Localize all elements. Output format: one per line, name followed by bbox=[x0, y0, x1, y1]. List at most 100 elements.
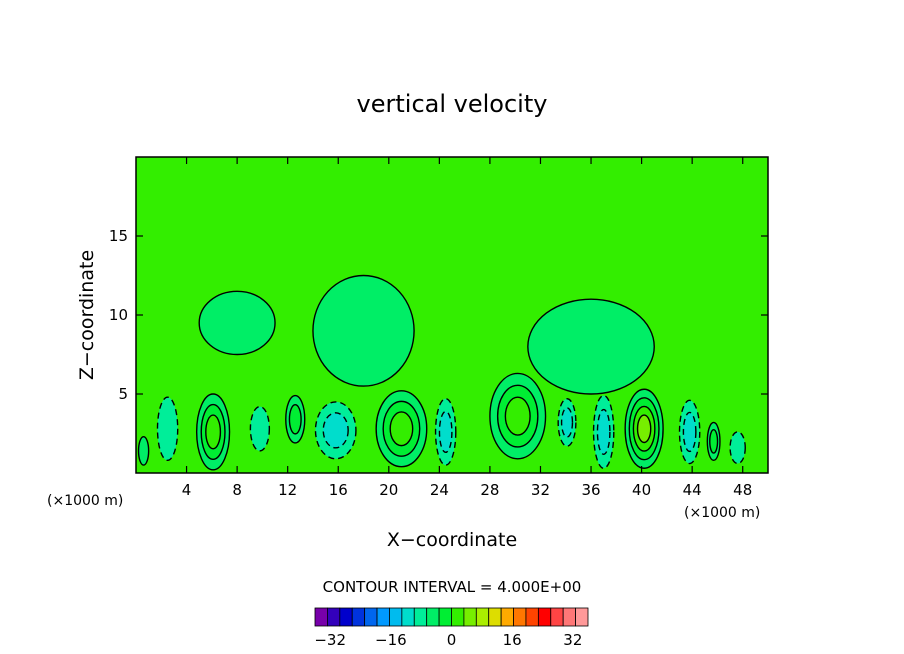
contour-line bbox=[678, 399, 701, 465]
contour-line bbox=[285, 394, 306, 444]
colorbar-swatch bbox=[426, 607, 440, 627]
colorbar-swatch bbox=[401, 607, 415, 627]
contour-line bbox=[195, 393, 231, 471]
contour-line bbox=[624, 388, 664, 469]
contour-line bbox=[557, 398, 577, 447]
contour-line bbox=[496, 384, 539, 448]
contour-cell bbox=[312, 275, 415, 387]
contour-line bbox=[198, 290, 276, 356]
colorbar-swatch bbox=[451, 607, 465, 627]
colorbar-tick-label: 0 bbox=[447, 631, 457, 649]
contour-cell bbox=[157, 397, 178, 461]
contour-line bbox=[137, 435, 150, 466]
colorbar-tick-label: 16 bbox=[503, 631, 522, 649]
contour-cell bbox=[289, 404, 302, 434]
x-tick-label: 28 bbox=[480, 481, 499, 499]
colorbar-swatch bbox=[327, 607, 341, 627]
colorbar-swatch bbox=[351, 607, 366, 627]
contour-line bbox=[389, 411, 414, 447]
colorbar-swatch bbox=[525, 607, 539, 627]
contour-line bbox=[322, 412, 349, 449]
colorbar-swatch bbox=[376, 607, 390, 627]
contour-line bbox=[489, 372, 547, 460]
contour-line bbox=[729, 431, 746, 465]
chart-title: vertical velocity bbox=[357, 90, 548, 118]
x-tick-label: 20 bbox=[379, 481, 398, 499]
colorbar-swatch bbox=[389, 607, 403, 627]
colorbar-swatch bbox=[314, 607, 328, 627]
colorbar-tick-label: 32 bbox=[563, 631, 582, 649]
contour-cell bbox=[205, 415, 221, 449]
contour-cell bbox=[730, 431, 746, 464]
contour-cell bbox=[138, 436, 149, 466]
x-tick-label: 24 bbox=[430, 481, 449, 499]
contour-cell bbox=[323, 412, 349, 448]
x-tick-label: 8 bbox=[232, 481, 242, 499]
contour-line bbox=[560, 407, 574, 438]
colorbar-swatch bbox=[537, 607, 552, 627]
contour-line bbox=[527, 298, 655, 395]
x-unit-left: (×1000 m) bbox=[47, 493, 123, 509]
colorbar-swatch bbox=[339, 607, 353, 627]
colorbar-swatch bbox=[500, 607, 514, 627]
colorbar-swatch bbox=[562, 607, 576, 627]
y-tick-label: 15 bbox=[109, 227, 128, 245]
contour-line bbox=[205, 414, 222, 450]
contour-line bbox=[628, 397, 660, 461]
contour-line bbox=[314, 401, 357, 460]
colorbar-tick-label: −16 bbox=[375, 631, 407, 649]
contour-cell bbox=[390, 411, 413, 446]
x-tick-label: 36 bbox=[581, 481, 600, 499]
contour-cell bbox=[597, 409, 610, 455]
x-tick-label: 48 bbox=[733, 481, 752, 499]
colorbar-swatch bbox=[364, 607, 378, 627]
contour-line bbox=[709, 429, 719, 454]
contour-cell bbox=[250, 406, 270, 451]
colorbar: −32 −16 0 16 32 bbox=[314, 607, 589, 649]
y-axis-label: Z−coordinate bbox=[76, 250, 98, 380]
colorbar-swatch bbox=[463, 607, 477, 627]
colorbar-swatch bbox=[513, 607, 527, 627]
contour-line bbox=[200, 403, 226, 461]
plot-area bbox=[135, 156, 769, 474]
contour-cell bbox=[709, 429, 718, 454]
contour-line bbox=[375, 390, 428, 468]
contour-line bbox=[706, 421, 721, 462]
colorbar-swatch bbox=[475, 607, 490, 627]
colorbar-swatch bbox=[413, 607, 428, 627]
y-tick-label: 5 bbox=[118, 385, 128, 403]
colorbar-swatch bbox=[550, 607, 564, 627]
contour-line bbox=[504, 396, 531, 436]
colorbar-swatch bbox=[488, 607, 502, 627]
contour-cell bbox=[683, 412, 696, 452]
contour-cell bbox=[505, 397, 531, 436]
contour-line bbox=[682, 411, 697, 453]
contour-line bbox=[312, 274, 415, 387]
y-tick-label: 10 bbox=[109, 306, 128, 324]
contour-line bbox=[249, 405, 271, 452]
x-unit-right: (×1000 m) bbox=[684, 505, 760, 521]
contour-cell bbox=[439, 411, 452, 453]
colorbar-swatch bbox=[438, 607, 452, 627]
contour-line bbox=[288, 403, 302, 435]
contour-line bbox=[592, 394, 615, 469]
contour-line bbox=[636, 414, 652, 444]
contour-interval-text: CONTOUR INTERVAL = 4.000E+00 bbox=[323, 578, 582, 596]
contour-line bbox=[438, 410, 453, 454]
x-tick-label: 40 bbox=[632, 481, 651, 499]
x-tick-label: 32 bbox=[531, 481, 550, 499]
x-axis-label: X−coordinate bbox=[387, 529, 517, 551]
colorbar-swatch bbox=[575, 607, 589, 627]
contour-line bbox=[434, 398, 457, 466]
contour-cell bbox=[637, 415, 651, 443]
contour-cell bbox=[561, 407, 573, 438]
contour-line bbox=[156, 396, 179, 462]
colorbar-tick-label: −32 bbox=[314, 631, 346, 649]
contour-line bbox=[632, 405, 656, 452]
contour-line bbox=[596, 408, 611, 455]
contour-cell bbox=[199, 291, 276, 355]
contour-cell bbox=[527, 299, 655, 394]
contour-line bbox=[382, 400, 421, 457]
x-tick-label: 44 bbox=[683, 481, 702, 499]
